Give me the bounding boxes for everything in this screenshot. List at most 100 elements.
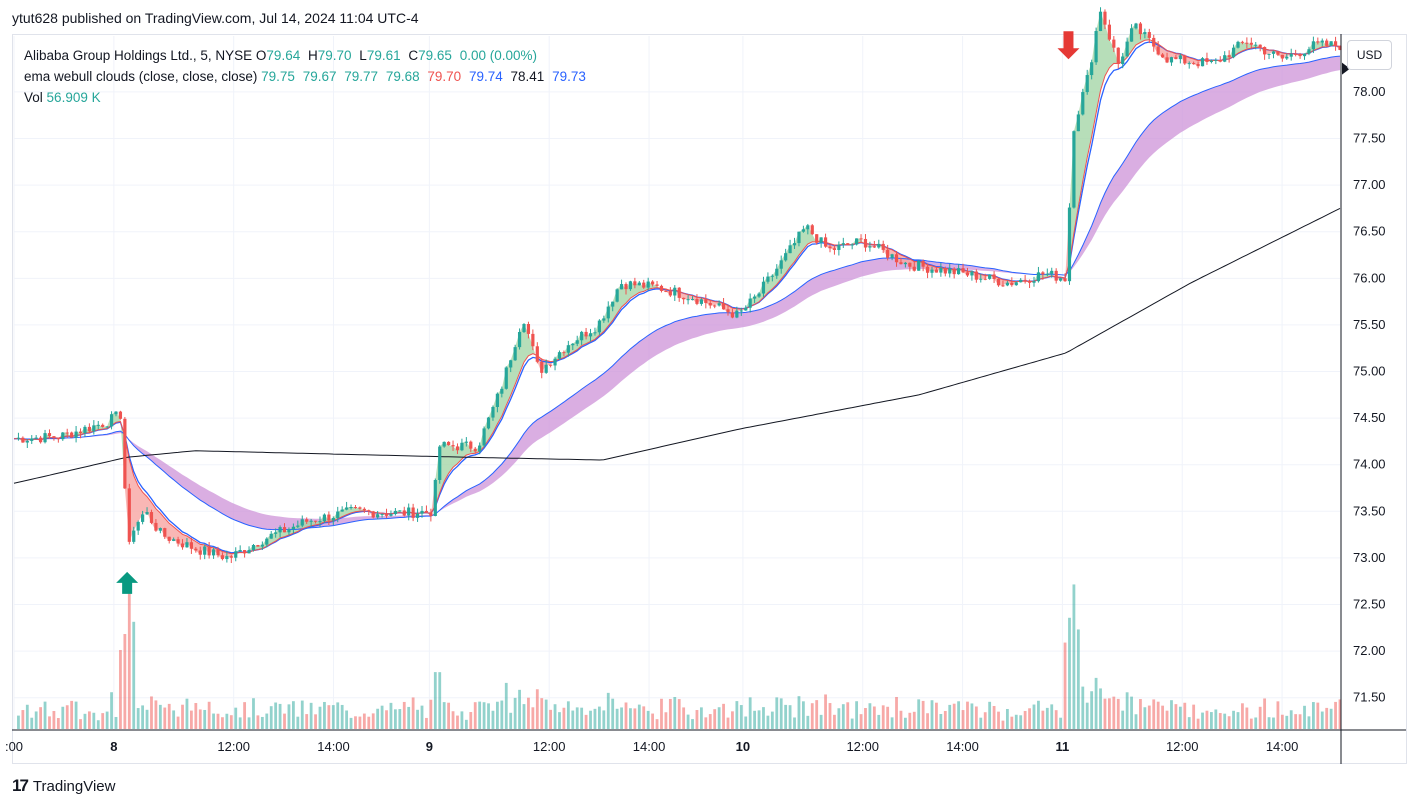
candle-body (154, 522, 158, 531)
volume-bar (571, 710, 575, 729)
volume-bar (87, 711, 91, 729)
candle-body (602, 318, 606, 321)
candle-body (801, 229, 805, 232)
candle-body (145, 512, 149, 515)
candle-body (615, 289, 619, 302)
volume-bar (1187, 717, 1191, 729)
candle-body (1036, 272, 1041, 282)
candle-body (340, 509, 344, 512)
chart-grid (13, 36, 1340, 730)
volume-bar (323, 701, 326, 729)
volume-bar (482, 702, 486, 729)
currency-button[interactable]: USD (1347, 40, 1392, 70)
volume-bar (935, 702, 938, 729)
volume-bar (1196, 718, 1200, 729)
candle-body (1294, 53, 1298, 55)
volume-bar (189, 710, 193, 729)
volume-bar (318, 706, 322, 729)
volume-bar (1254, 717, 1258, 729)
candle-body (686, 299, 690, 301)
candle-body (16, 437, 21, 439)
candle-body (996, 279, 1001, 286)
volume-bar (974, 706, 978, 729)
candle-body (961, 268, 965, 273)
volume-bar (1045, 707, 1049, 729)
volume-bar (17, 715, 20, 729)
candle-body (39, 437, 43, 443)
candle-body (841, 243, 845, 245)
volume-bar (1068, 617, 1071, 729)
candle-body (322, 514, 327, 522)
volume-bar (1192, 704, 1196, 729)
candle-body (305, 519, 309, 522)
candle-body (584, 331, 588, 337)
volume-bar (442, 702, 446, 729)
volume-bar (167, 703, 171, 729)
volume-bar (425, 717, 428, 729)
fast-ema-cloud (368, 511, 396, 518)
volume-bar (1205, 710, 1209, 729)
volume-bar (744, 716, 748, 729)
candle-body (451, 445, 455, 447)
volume-bar (926, 713, 929, 729)
candle-body (1014, 282, 1018, 286)
candle-body (673, 287, 677, 296)
candle-body (504, 367, 508, 389)
candle-body (1054, 270, 1058, 281)
volume-bar (748, 697, 752, 729)
candle-body (540, 361, 544, 373)
volume-bar (1005, 708, 1009, 729)
candle-body (415, 513, 420, 518)
candle-body (438, 446, 442, 481)
candle-body (336, 511, 340, 519)
candle-body (500, 388, 504, 394)
candle-body (837, 244, 841, 250)
volume-bar (1019, 715, 1023, 729)
volume-bar (921, 700, 925, 729)
volume-bar (1232, 710, 1235, 729)
candle-body (393, 510, 397, 515)
volume-bar (1103, 698, 1107, 729)
volume-bar (1161, 705, 1165, 729)
candle-body (846, 243, 850, 246)
publisher-line: ytut628 published on TradingView.com, Ju… (12, 10, 419, 26)
volume-bar (784, 704, 788, 729)
candle-body (495, 393, 499, 408)
volume-bar (398, 709, 402, 729)
volume-bar (1236, 712, 1240, 729)
volume-bar (362, 713, 366, 729)
candle-body (855, 238, 859, 245)
indicator-name: ema webull clouds (close, close, close) (24, 69, 258, 84)
volume-bar (766, 715, 770, 729)
volume-bar (979, 717, 983, 729)
price-tick-label: 77.00 (1353, 177, 1386, 192)
candle-body (331, 518, 335, 521)
candle-body (207, 546, 211, 556)
volume-bar (340, 704, 344, 729)
candle-body (726, 309, 730, 313)
candle-body (105, 426, 109, 428)
candle-body (127, 488, 131, 542)
volume-bar (615, 708, 619, 729)
candle-body (269, 533, 273, 539)
fast-ema-cloud (1069, 11, 1119, 263)
symbol-name: Alibaba Group Holdings Ltd., 5, NYSE (24, 48, 253, 63)
candle-body (708, 302, 712, 306)
volume-bar (997, 711, 1000, 729)
candle-body (1138, 23, 1143, 35)
candle-body (770, 275, 774, 277)
volume-bar (256, 715, 260, 729)
candle-body (442, 441, 446, 447)
ohlc-low: 79.61 (366, 48, 401, 63)
volume-bar (864, 708, 867, 729)
volume-bar (194, 703, 198, 729)
candle-body (832, 248, 837, 250)
volume-label: Vol (24, 90, 43, 105)
candle-body (78, 431, 83, 434)
candle-body (526, 324, 531, 334)
volume-bar (300, 700, 304, 729)
time-tick-label: 10 (736, 739, 750, 754)
candle-body (899, 262, 903, 265)
candle-body (704, 299, 708, 303)
